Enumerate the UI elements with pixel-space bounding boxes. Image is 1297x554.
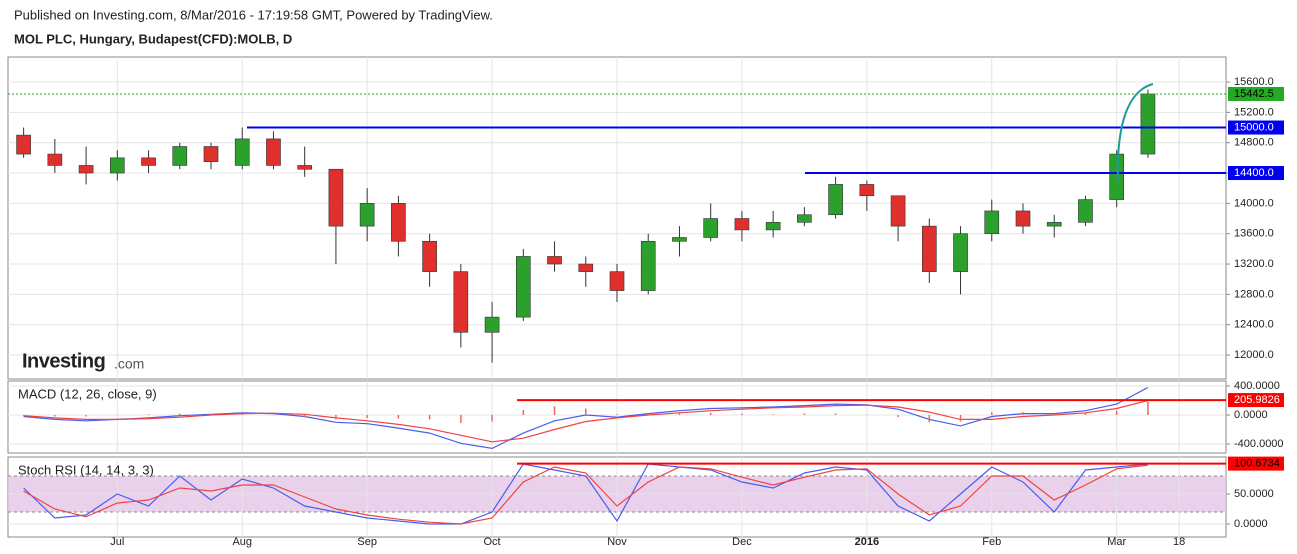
candle-body [78,165,94,174]
y-tick-label: 13600.0 [1234,228,1274,240]
x-tick-label: Nov [607,536,627,548]
annotation-arrow [1116,83,1154,183]
candle-body [422,240,437,272]
candle-body [515,256,531,318]
y-tick-label: 14800.0 [1234,137,1274,149]
x-tick-label: Jul [110,536,124,548]
y-tick-label: 15200.0 [1234,106,1274,118]
candle-body [765,222,781,231]
candle-body [359,203,375,227]
y-tick-label: 14000.0 [1234,197,1274,209]
indicator-line [23,399,1149,443]
candle-body [203,146,219,162]
logo-text: Investing [22,350,105,372]
axis-highlight [1228,393,1284,408]
y-tick-label: 15442.5 [1234,88,1274,100]
y-tick-label: 100.6734 [1234,458,1280,470]
logo: Investing .com [22,350,144,372]
y-tick-label: 12800.0 [1234,288,1274,300]
candle-body [797,214,812,223]
candle-body [672,237,687,242]
candle-body [484,316,500,333]
candle-body [1140,93,1156,155]
y-tick-label: 205.9826 [1234,394,1280,406]
candle-body [328,168,344,227]
candle-body [234,138,250,166]
candle-body [828,184,843,216]
candle-body [1078,199,1093,223]
axis-highlight [1228,166,1284,181]
candle-body [921,225,937,272]
published-note: Published on Investing.com, 8/Mar/2016 -… [14,7,493,22]
axis-highlight [1228,120,1284,135]
candle-body [703,218,719,238]
candle-body [453,271,469,333]
candle-body [109,157,125,174]
axis-highlight [1228,456,1284,471]
candle-body [297,165,313,170]
candle-body [141,157,156,166]
x-tick-label: 2016 [855,536,879,548]
candle-body [47,153,63,166]
candle-body [16,134,31,155]
candle-body [1046,222,1062,227]
indicator-line [23,464,1148,525]
y-tick-label: 12000.0 [1234,349,1274,361]
y-tick-label: 0.0000 [1234,409,1268,421]
x-tick-label: Aug [232,536,252,548]
x-tick-label: Feb [982,536,1001,548]
logo-suffix: .com [114,356,144,372]
candle-body [984,210,1000,234]
y-tick-label: 0.0000 [1234,518,1268,530]
candle-body [890,195,906,227]
x-tick-label: Sep [357,536,377,548]
panel-title: Stoch RSI (14, 14, 3, 3) [18,462,154,477]
x-tick-label: Oct [484,536,501,548]
x-tick-label: Mar [1107,536,1126,548]
y-tick-label: 50.0000 [1234,488,1274,500]
y-tick-label: 15600.0 [1234,76,1274,88]
candle-body [172,146,188,166]
candle-body [609,271,625,291]
candle-body [578,263,594,272]
axis-highlight [1228,86,1284,101]
candle-body [266,138,281,166]
y-tick-label: 400.0000 [1234,380,1280,392]
symbol-title: MOL PLC, Hungary, Budapest(CFD):MOLB, D [14,31,292,46]
candle-body [391,203,406,242]
candle-body [640,240,656,291]
candle-body [734,218,750,231]
x-tick-label: 18 [1173,536,1185,548]
candle-body [1109,153,1125,200]
candle-body [859,184,875,197]
y-tick-label: 12400.0 [1234,319,1274,331]
indicator-line [23,463,1148,525]
y-tick-label: 13200.0 [1234,258,1274,270]
candle-body [1015,210,1031,227]
panel-title: MACD (12, 26, close, 9) [18,386,157,401]
y-tick-label: 14400.0 [1234,167,1274,179]
candle-body [953,233,968,272]
y-tick-label: 15000.0 [1234,121,1274,133]
y-tick-label: -400.0000 [1234,438,1284,450]
candle-body [547,256,562,265]
indicator-line [23,386,1149,450]
x-tick-label: Dec [732,536,752,548]
